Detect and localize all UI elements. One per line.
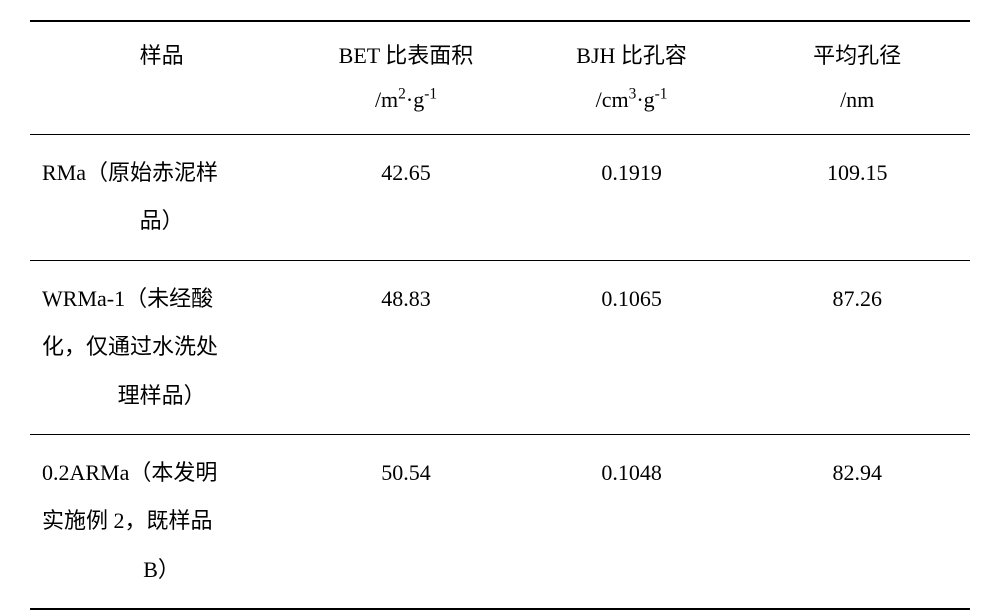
cell-bet: 48.83 [293, 260, 519, 434]
cell-sample: WRMa-1（未经酸 化，仅通过水洗处 理样品） [30, 260, 293, 434]
header-diameter-line2: /nm [754, 78, 960, 122]
sample-line3: 理样品） [40, 372, 283, 420]
header-sample-line1: 样品 [140, 43, 184, 68]
cell-diameter: 87.26 [744, 260, 970, 434]
cell-diameter: 109.15 [744, 135, 970, 261]
header-sample: 样品 [30, 21, 293, 135]
header-bet-line2: /m2·g-1 [303, 78, 509, 122]
cell-bjh: 0.1919 [519, 135, 745, 261]
table-row: WRMa-1（未经酸 化，仅通过水洗处 理样品） 48.83 0.1065 87… [30, 260, 970, 434]
cell-bet: 50.54 [293, 434, 519, 609]
header-diameter: 平均孔径 /nm [744, 21, 970, 135]
cell-diameter: 82.94 [744, 434, 970, 609]
sample-line1: 0.2ARMa（本发明 [40, 449, 283, 497]
table-body: RMa（原始赤泥样 品） 42.65 0.1919 109.15 WRMa-1（… [30, 135, 970, 610]
header-diameter-line1: 平均孔径 [813, 43, 901, 68]
sample-line1: RMa（原始赤泥样 [40, 149, 283, 197]
table-row: RMa（原始赤泥样 品） 42.65 0.1919 109.15 [30, 135, 970, 261]
sample-line1: WRMa-1（未经酸 [40, 275, 283, 323]
header-bjh: BJH 比孔容 /cm3·g-1 [519, 21, 745, 135]
sample-line2: 化，仅通过水洗处 [40, 323, 283, 371]
header-bet-line1: BET 比表面积 [339, 43, 474, 68]
header-bjh-line1: BJH 比孔容 [576, 43, 687, 68]
sample-line2: 实施例 2，既样品 [40, 497, 283, 545]
header-bet: BET 比表面积 /m2·g-1 [293, 21, 519, 135]
sample-line3: B） [40, 546, 283, 594]
data-table: 样品 BET 比表面积 /m2·g-1 BJH 比孔容 /cm3·g-1 平均孔… [30, 20, 970, 610]
table-header: 样品 BET 比表面积 /m2·g-1 BJH 比孔容 /cm3·g-1 平均孔… [30, 21, 970, 135]
table-row: 0.2ARMa（本发明 实施例 2，既样品 B） 50.54 0.1048 82… [30, 434, 970, 609]
sample-line2: 品） [40, 197, 283, 245]
header-bjh-line2: /cm3·g-1 [529, 78, 735, 122]
cell-bjh: 0.1065 [519, 260, 745, 434]
cell-bjh: 0.1048 [519, 434, 745, 609]
cell-bet: 42.65 [293, 135, 519, 261]
header-row: 样品 BET 比表面积 /m2·g-1 BJH 比孔容 /cm3·g-1 平均孔… [30, 21, 970, 135]
cell-sample: RMa（原始赤泥样 品） [30, 135, 293, 261]
cell-sample: 0.2ARMa（本发明 实施例 2，既样品 B） [30, 434, 293, 609]
